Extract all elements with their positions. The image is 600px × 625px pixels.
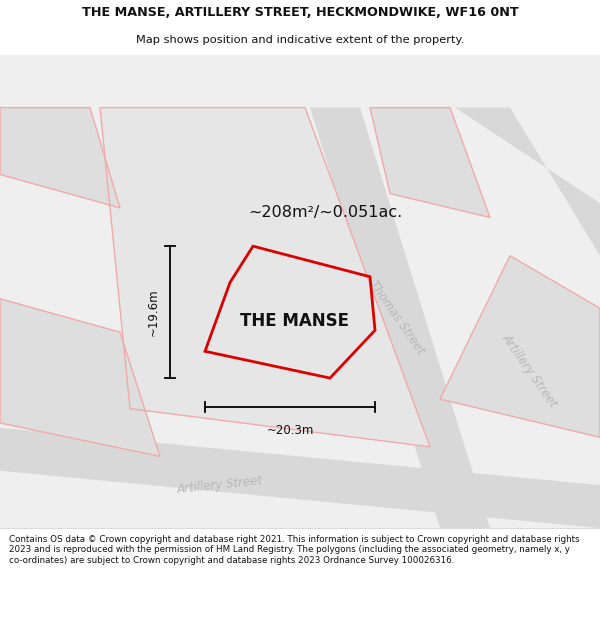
Polygon shape [0, 55, 600, 528]
Text: THE MANSE: THE MANSE [241, 312, 349, 330]
Text: Thomas Street: Thomas Street [367, 279, 427, 357]
Text: Contains OS data © Crown copyright and database right 2021. This information is : Contains OS data © Crown copyright and d… [9, 535, 580, 565]
Text: Artillery Street: Artillery Street [500, 331, 560, 409]
Polygon shape [0, 107, 120, 208]
Text: Artillery Street: Artillery Street [176, 474, 263, 496]
Polygon shape [310, 107, 490, 528]
Polygon shape [0, 428, 600, 528]
Polygon shape [100, 107, 430, 447]
Polygon shape [0, 299, 160, 456]
Polygon shape [370, 107, 490, 218]
Text: Map shows position and indicative extent of the property.: Map shows position and indicative extent… [136, 34, 464, 44]
Text: ~19.6m: ~19.6m [147, 288, 160, 336]
Text: THE MANSE, ARTILLERY STREET, HECKMONDWIKE, WF16 0NT: THE MANSE, ARTILLERY STREET, HECKMONDWIK… [82, 6, 518, 19]
Polygon shape [455, 107, 600, 256]
Text: ~208m²/~0.051ac.: ~208m²/~0.051ac. [248, 205, 402, 220]
Polygon shape [440, 256, 600, 438]
Text: ~20.3m: ~20.3m [266, 424, 314, 437]
